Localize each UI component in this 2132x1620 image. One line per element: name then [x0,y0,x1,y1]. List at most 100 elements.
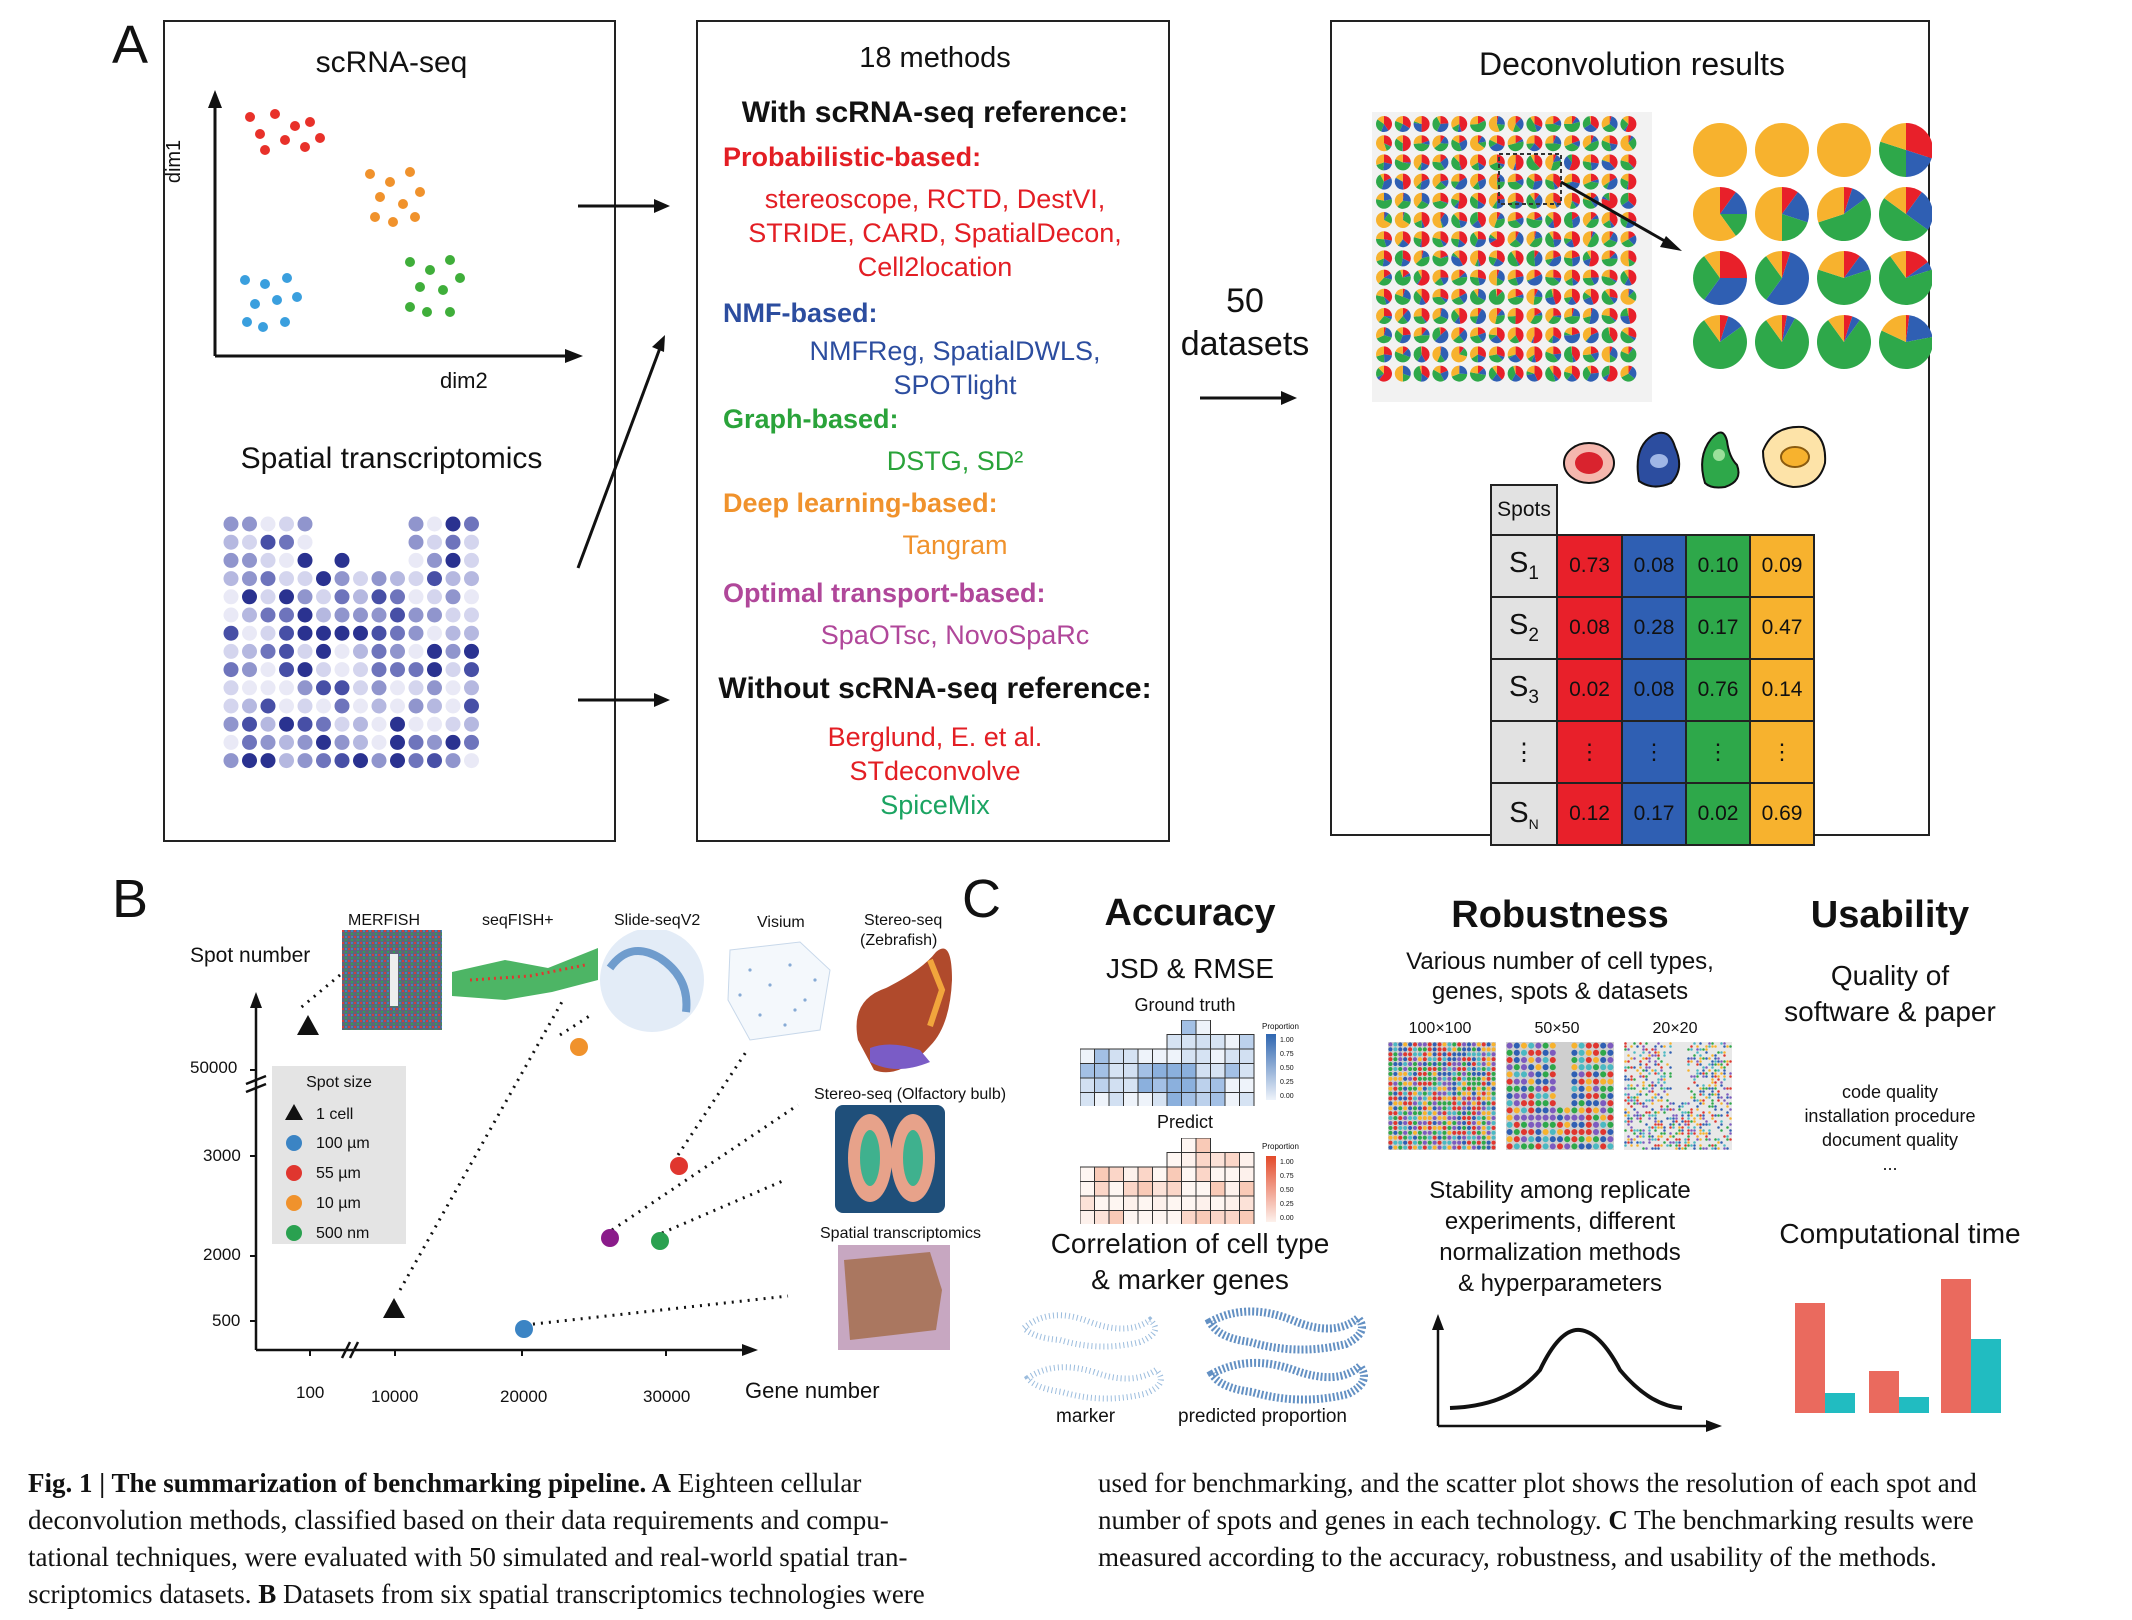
point-seqfish-triangle [383,1298,405,1318]
spatial-spot [242,607,257,623]
spatial-spot [334,589,350,605]
scale-tick: 1.00 [1280,1037,1294,1044]
x-tick: 30000 [643,1387,691,1406]
spatial-spot [297,552,313,568]
spatial-spot [223,753,239,769]
spatial-spot [279,534,294,550]
scale-tick: 1.00 [1280,1159,1294,1166]
spatial-spot [371,734,387,750]
group-graph-methods: DSTG, SD² [886,446,1024,476]
usability-sub1: Quality of [1830,960,1950,991]
bar-teal [1899,1397,1929,1413]
usability-item: code quality [1841,1082,1939,1102]
deconvolution-table: Spots S1 0.73 0.08 0.10 0.09 S2 0.08 0.2… [1490,484,1815,846]
zoomed-pie-grid [1693,123,1932,369]
spatial-spot [427,753,442,769]
spatial-spot [316,662,331,678]
group-graph-label: Graph-based: [723,404,899,434]
robustness-line1: Various number of cell types, [1406,948,1714,975]
cluster-green [405,255,465,317]
panel-b-letter: B [112,869,149,929]
datasets-count: 50 [1226,282,1264,320]
spatial-spot [316,680,331,696]
tech-thumbnails [342,930,952,1350]
spatial-spot [334,716,350,732]
spatial-spot [353,643,368,659]
spatial-spot [242,516,257,532]
spatial-spot [260,753,276,769]
spatial-spot [427,716,442,732]
y-tick: 3000 [203,1146,241,1165]
caption-line: scriptomics datasets. B Datasets from si… [28,1576,1068,1613]
tech-label-zebrafish: (Zebrafish) [860,932,938,949]
spatial-spot [427,662,442,678]
spatial-spot [464,516,479,532]
spatial-spot [279,662,294,678]
spots-header: Spots [1490,484,1558,536]
spatial-spot [242,734,257,750]
spatial-spot [390,698,405,714]
spatial-spot [371,680,387,696]
spatial-spot [408,534,424,550]
scale-tick: 0.25 [1280,1201,1294,1208]
table-cell: 0.02 [1685,782,1751,846]
x-axis-label: Gene number [745,1378,880,1403]
cell-type-icons [1563,425,1827,489]
spatial-spot [390,625,405,641]
spatial-spot [279,698,294,714]
table-row: SN 0.12 0.17 0.02 0.69 [1490,782,1815,846]
caption-line: measured according to the accuracy, robu… [1098,1542,1937,1572]
table-cell: 0.10 [1685,534,1751,598]
spatial-spot [297,716,313,732]
spatial-spot [260,571,276,587]
legend-label: 55 µm [316,1165,361,1182]
correlation-line2: & marker genes [1091,1264,1289,1295]
table-cell: 0.08 [1621,534,1687,598]
axis-dim2-label: dim2 [440,368,488,393]
spatial-spot [408,516,424,532]
spatial-spot [260,662,276,678]
spatial-spot [316,753,331,769]
spatial-spot [334,734,350,750]
spatial-spot [242,589,257,605]
spatial-spot [353,589,368,605]
caption-line: used for benchmarking, and the scatter p… [1098,1468,1977,1498]
predict-grid [1080,1138,1255,1224]
spatial-spot [297,571,313,587]
spatial-spot [408,607,424,623]
gt-proportion-label: Proportion [1262,1022,1299,1031]
spatial-spot [334,607,350,623]
spatial-spot [297,734,313,750]
spatial-spot [242,643,257,659]
accuracy-title: Accuracy [1104,892,1276,934]
legend-label: 1 cell [316,1106,354,1123]
caption-bold: Fig. 1 | The summarization of benchmarki… [28,1468,671,1498]
spatial-spot [260,516,276,532]
axis-dim1-label: dim1 [163,139,186,184]
usability-item: installation procedure [1804,1106,1976,1126]
spatial-spot [390,607,405,623]
spatial-spot [427,589,442,605]
tech-label-spatial-transcriptomics: Spatial transcriptomics [820,1225,981,1242]
spatial-spot [242,625,257,641]
correlation-line1: Correlation of cell type [1050,1228,1330,1259]
bar-red [1869,1371,1899,1413]
scale-tick: 0.75 [1280,1173,1294,1180]
spatial-spot [427,698,442,714]
spatial-spot [353,662,368,678]
scale-tick: 0.00 [1280,1093,1294,1100]
with-ref-heading: With scRNA-seq reference: [741,96,1129,129]
spatial-spot [223,680,239,696]
spatial-spot [242,552,257,568]
table-cell: 0.08 [1621,658,1687,722]
triangle-icon [285,1104,303,1120]
spatial-transcriptomics-thumbnail [838,1245,950,1350]
spatial-spot [242,698,257,714]
grid-label: 100×100 [1408,1020,1472,1037]
spatial-spot [445,698,461,714]
table-cell: 0.17 [1621,782,1687,846]
spatial-spot [427,571,442,587]
spatial-spot [223,716,239,732]
stability-line: & hyperparameters [1457,1270,1663,1297]
caption-line: number of spots and genes in each techno… [1098,1502,2118,1539]
